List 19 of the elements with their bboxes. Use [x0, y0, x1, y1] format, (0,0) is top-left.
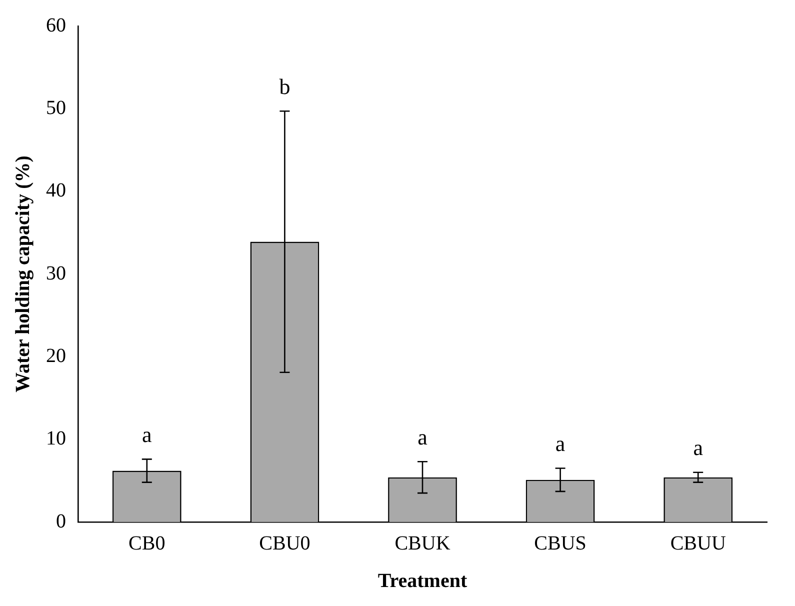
x-tick-label: CBUK: [394, 532, 451, 554]
x-axis-title: Treatment: [378, 570, 468, 592]
annotation: a: [142, 422, 152, 447]
x-tick-label: CBU0: [259, 532, 310, 554]
y-tick-label: 50: [46, 96, 66, 119]
y-tick-label: 10: [46, 428, 66, 450]
x-tick-label: CB0: [128, 532, 166, 554]
x-tick-label: CBUU: [670, 532, 726, 554]
y-tick-label: 20: [46, 344, 66, 367]
y-tick-label: 40: [46, 180, 66, 202]
x-tick-label: CBUS: [534, 532, 586, 554]
y-tick-label: 60: [46, 14, 66, 36]
y-axis-title: Water holding capacity (%): [12, 156, 34, 392]
annotation: a: [418, 424, 428, 450]
y-tick-label: 0: [56, 510, 66, 532]
y-tick-label: 30: [46, 262, 66, 284]
annotation: b: [279, 74, 290, 99]
annotation: a: [555, 431, 566, 456]
annotation: a: [693, 435, 704, 460]
